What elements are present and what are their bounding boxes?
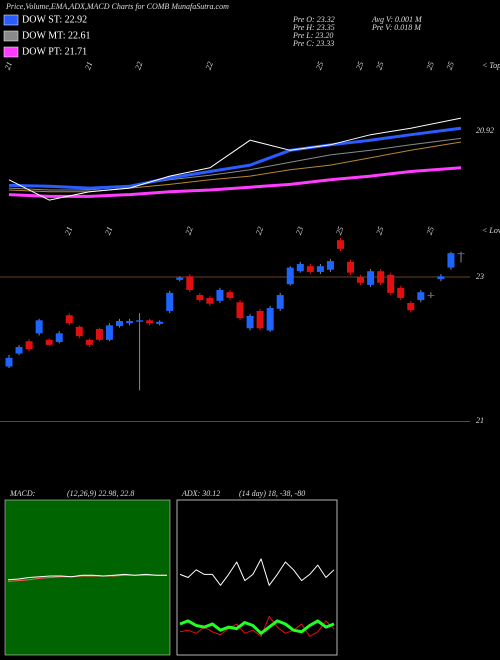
candle-body bbox=[357, 276, 365, 283]
candle-body bbox=[65, 315, 73, 324]
candle-body bbox=[276, 295, 284, 309]
panel-subtitle: (14 day) 18, -38, -80 bbox=[239, 489, 305, 498]
legend-label: DOW MT: 22.61 bbox=[22, 30, 90, 41]
x-tick-label: 25 bbox=[425, 225, 436, 236]
page-title: Price,Volume,EMA,ADX,MACD Charts for COM… bbox=[5, 2, 229, 11]
candle-body bbox=[136, 320, 144, 322]
candle-body bbox=[85, 339, 93, 345]
candle-body bbox=[35, 320, 43, 334]
series-line bbox=[8, 141, 462, 193]
x-tick-label: 22 bbox=[254, 225, 265, 236]
candle-body bbox=[387, 274, 395, 293]
candle-body bbox=[115, 321, 123, 327]
x-tick-label: 21 bbox=[3, 60, 14, 71]
candle-body bbox=[407, 302, 415, 311]
candle-body bbox=[176, 277, 184, 280]
x-tick-label: 21 bbox=[83, 60, 94, 71]
candle-body bbox=[216, 289, 224, 301]
candle-body bbox=[236, 302, 244, 319]
candle-body bbox=[105, 325, 113, 340]
x-tick-label: 23 bbox=[294, 225, 305, 236]
candle-body bbox=[316, 266, 324, 272]
candle-body bbox=[286, 267, 294, 285]
legend-swatch bbox=[3, 30, 19, 42]
series-line bbox=[179, 558, 335, 586]
x-tick-label: 25 bbox=[374, 225, 385, 236]
candle-body bbox=[166, 292, 174, 311]
x-tick-label: 25 bbox=[314, 60, 325, 71]
candle-body bbox=[126, 321, 134, 324]
candle-body bbox=[266, 308, 274, 331]
x-tick-label: 22 bbox=[184, 225, 195, 236]
candle-body bbox=[457, 253, 465, 255]
adx-panel bbox=[176, 499, 338, 656]
candle-body bbox=[377, 271, 385, 283]
y-tick-label: 23 bbox=[476, 272, 484, 281]
candle-body bbox=[427, 295, 435, 297]
candle-body bbox=[397, 287, 405, 298]
candle-body bbox=[146, 320, 154, 324]
x-tick-label: 21 bbox=[103, 225, 114, 236]
candle-body bbox=[25, 341, 33, 350]
candle-body bbox=[417, 292, 425, 301]
series-line bbox=[8, 137, 462, 191]
candle-body bbox=[256, 310, 264, 329]
legend-swatch bbox=[3, 46, 19, 58]
series-line bbox=[7, 573, 167, 581]
candle-body bbox=[5, 357, 13, 367]
info-text: Avg V: 0.001 M bbox=[371, 15, 423, 24]
series-line bbox=[8, 166, 462, 198]
info-text: Pre H: 23.35 bbox=[292, 23, 335, 32]
y-tick-label: 21 bbox=[476, 416, 484, 425]
candle-body bbox=[75, 326, 83, 337]
x-tick-label: 22 bbox=[204, 60, 215, 71]
candle-body bbox=[246, 315, 254, 329]
x-tick-label: 25 bbox=[374, 60, 385, 71]
candle-body bbox=[55, 333, 63, 342]
legend-label: DOW PT: 21.71 bbox=[22, 46, 87, 57]
info-text: Pre L: 23.20 bbox=[292, 31, 333, 40]
candle-body bbox=[196, 295, 204, 301]
panel-title: MACD: bbox=[9, 489, 36, 498]
annotation: < Tops bbox=[482, 61, 500, 70]
info-text: Pre O: 23.32 bbox=[292, 15, 335, 24]
candle-body bbox=[226, 292, 234, 298]
candle-body bbox=[306, 266, 314, 272]
candle-body bbox=[336, 240, 344, 249]
panel-subtitle: (12,26,9) 22.98, 22.8 bbox=[67, 489, 134, 498]
panel-title: ADX: 30.12 bbox=[181, 489, 220, 498]
candle-body bbox=[95, 328, 103, 340]
legend-label: DOW ST: 22.92 bbox=[22, 14, 87, 25]
y-tick-label: 20.92 bbox=[476, 126, 494, 135]
x-tick-label: 25 bbox=[354, 60, 365, 71]
legend-swatch bbox=[3, 14, 19, 26]
candle-body bbox=[15, 347, 23, 354]
x-tick-label: 22 bbox=[133, 60, 144, 71]
info-text: Pre C: 23.33 bbox=[292, 39, 334, 48]
candle-body bbox=[45, 339, 53, 345]
candle-body bbox=[447, 253, 455, 268]
candle-body bbox=[437, 276, 445, 280]
candle-body bbox=[296, 263, 304, 272]
series-line bbox=[179, 619, 335, 635]
candle-body bbox=[367, 271, 375, 285]
x-tick-label: 25 bbox=[425, 60, 436, 71]
annotation: < Lows bbox=[482, 226, 500, 235]
candle-body bbox=[206, 297, 214, 304]
x-tick-label: 21 bbox=[63, 225, 74, 236]
x-tick-label: 25 bbox=[445, 60, 456, 71]
info-text: Pre V: 0.018 M bbox=[371, 23, 422, 32]
candle-body bbox=[326, 261, 334, 270]
series-line bbox=[8, 126, 462, 190]
candle-body bbox=[347, 261, 355, 273]
candle-body bbox=[156, 321, 164, 324]
series-line bbox=[8, 117, 462, 201]
candle-body bbox=[186, 276, 194, 290]
x-tick-label: 25 bbox=[334, 225, 345, 236]
